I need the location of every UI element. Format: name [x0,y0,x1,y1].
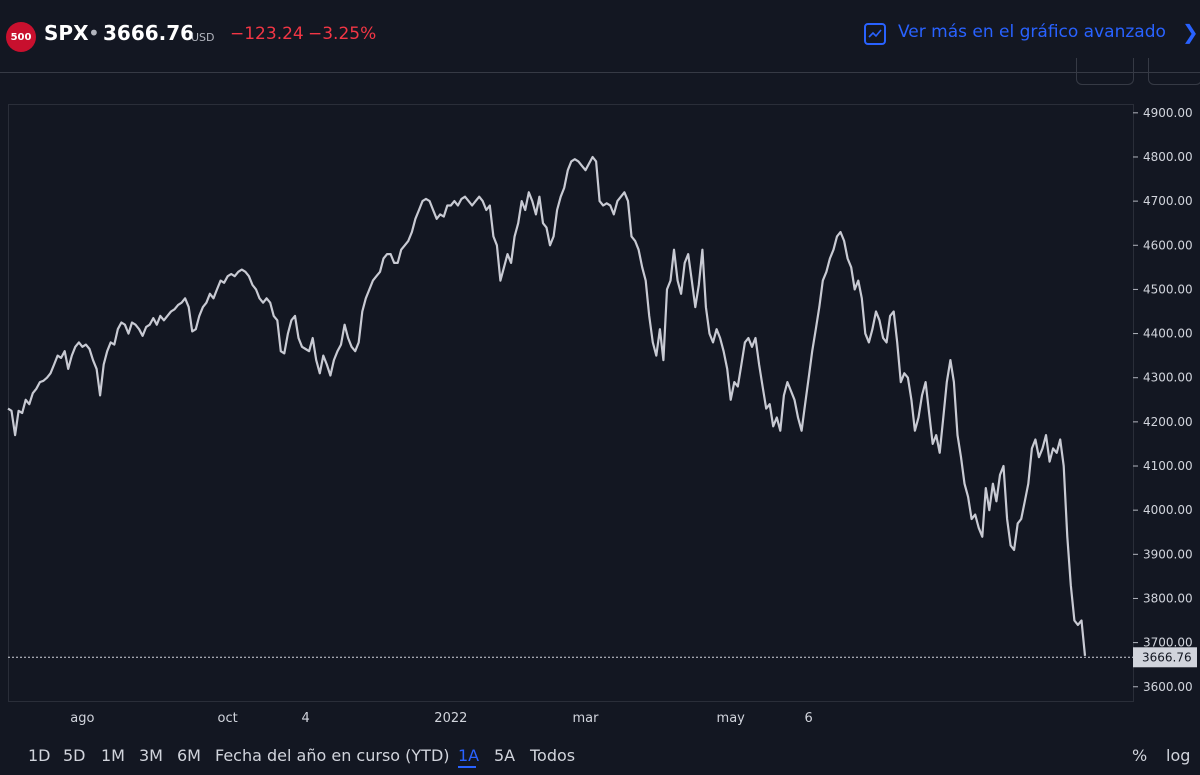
x-tick-label: 4 [301,711,309,726]
currency-label: USD [191,31,215,44]
timeframe-todos[interactable]: Todos [530,746,576,765]
timeframe-1d[interactable]: 1D [28,746,51,765]
y-tick-label: 4400.00 [1143,327,1193,341]
x-tick-label: may [717,711,746,726]
y-tick-label: 4700.00 [1143,194,1193,208]
last-price-tag [1133,647,1197,668]
chart-pane[interactable] [8,104,1134,702]
toolbar-button[interactable] [1076,58,1134,85]
y-tick-label: 4300.00 [1143,371,1193,385]
y-tick-label: 4100.00 [1143,459,1193,473]
x-tick-label: mar [572,711,599,726]
timeframe-5a[interactable]: 5A [494,746,516,765]
chart-line-icon[interactable] [864,23,886,45]
price-chart[interactable]: 3600.00 3700.00 3800.00 3900.00 4000.00 4100.… [0,0,1200,740]
separator-dot: • [88,21,100,45]
timeframe-1m[interactable]: 1M [101,746,125,765]
timeframe-ytd[interactable]: Fecha del año en curso (YTD) [215,746,450,765]
price-change-percent: −3.25% [308,24,377,44]
price-change: −123.24 [230,24,304,44]
ticker-symbol[interactable]: SPX [44,21,89,45]
last-price: 3666.76 [103,21,195,45]
chart-header: 500 SPX • 3666.76 USD −123.24 −3.25% Ver… [0,0,1200,73]
y-tick-label: 3900.00 [1143,547,1193,561]
x-tick-label: 2022 [434,711,467,726]
y-tick-label: 4600.00 [1143,238,1193,252]
y-tick-label: 4900.00 [1143,106,1193,120]
y-tick-label: 3800.00 [1143,591,1193,605]
active-timeframe-indicator [458,766,476,768]
timeframe-3m[interactable]: 3M [139,746,163,765]
percent-scale-toggle[interactable]: % [1132,746,1148,765]
y-tick-label: 4000.00 [1143,503,1193,517]
x-tick-label: oct [218,711,238,726]
y-tick-label: 4500.00 [1143,282,1193,296]
index-badge: 500 [6,22,36,52]
y-axis: 3600.00 3700.00 3800.00 3900.00 4000.00 4100.… [1133,106,1193,694]
y-tick-label: 3700.00 [1143,636,1193,650]
timeframe-bar: 1D 5D 1M 3M 6M Fecha del año en curso (Y… [0,738,1200,775]
toolbar-button[interactable] [1148,58,1200,85]
x-tick-label: 6 [805,711,813,726]
chevron-right-icon[interactable]: ❯ [1182,20,1199,44]
log-scale-toggle[interactable]: log [1166,746,1191,765]
y-tick-label: 4800.00 [1143,150,1193,164]
last-price-tag-text: 3666.76 [1142,650,1192,664]
y-tick-label: 3600.00 [1143,680,1193,694]
timeframe-5d[interactable]: 5D [63,746,86,765]
advanced-chart-link[interactable]: Ver más en el gráfico avanzado [898,22,1166,42]
timeframe-6m[interactable]: 6M [177,746,201,765]
x-axis: ago oct 4 2022 mar may 6 [70,711,812,726]
timeframe-1a[interactable]: 1A [458,746,480,765]
price-line [7,155,1087,657]
x-tick-label: ago [70,711,94,726]
y-tick-label: 4200.00 [1143,415,1193,429]
